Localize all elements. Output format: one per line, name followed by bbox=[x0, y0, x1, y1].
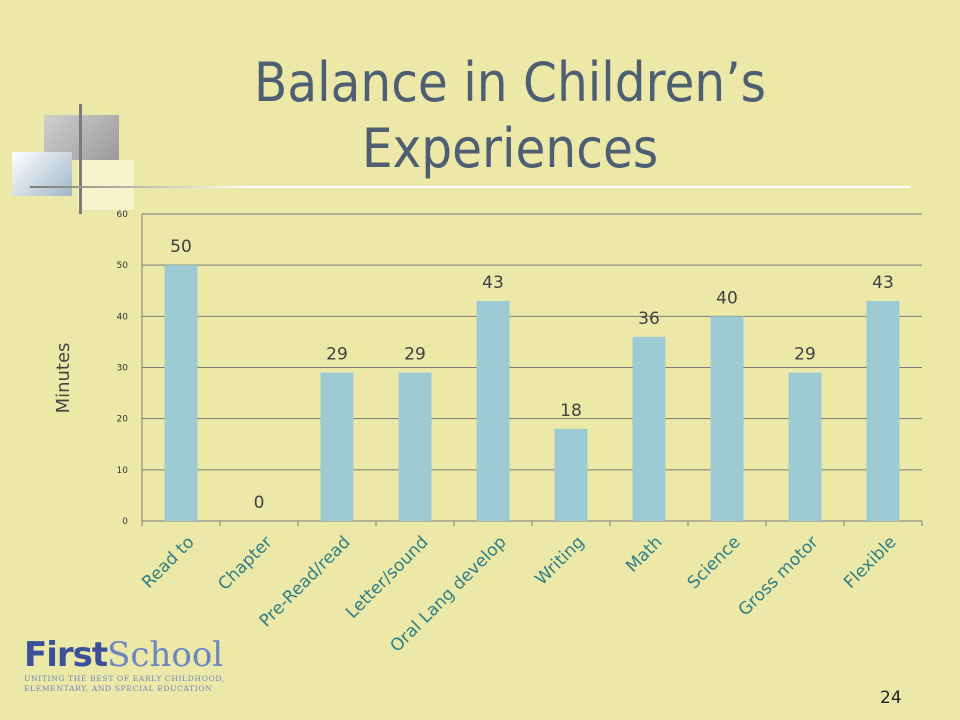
logo-school-text: School bbox=[107, 635, 224, 675]
data-label: 43 bbox=[872, 273, 894, 293]
page-number: 24 bbox=[880, 688, 902, 708]
bar bbox=[632, 336, 666, 521]
y-tick-label: 60 bbox=[117, 210, 129, 220]
bar bbox=[476, 300, 510, 521]
bar bbox=[554, 428, 588, 521]
bar bbox=[710, 316, 744, 521]
bar bbox=[788, 372, 822, 521]
y-tick-label: 30 bbox=[117, 364, 129, 374]
decorative-cream-square bbox=[78, 160, 134, 210]
y-tick-label: 10 bbox=[117, 466, 129, 476]
data-label: 29 bbox=[404, 345, 426, 365]
x-tick-label: Flexible bbox=[840, 532, 900, 592]
logo-first-text: First bbox=[24, 635, 108, 675]
y-tick-label: 40 bbox=[117, 312, 129, 322]
x-tick-label: Gross motor bbox=[735, 532, 823, 620]
decorative-vertical-line bbox=[79, 104, 82, 214]
decorative-blue-square bbox=[12, 152, 72, 196]
slide-title: Balance in Children’s Experiences bbox=[253, 51, 767, 180]
title-divider-line bbox=[30, 186, 910, 188]
bar bbox=[398, 372, 432, 521]
firstschool-logo: FirstSchool UNITING THE BEST OF EARLY CH… bbox=[24, 636, 264, 694]
data-label: 50 bbox=[170, 237, 192, 257]
y-tick-label: 0 bbox=[122, 517, 128, 527]
bar bbox=[320, 372, 354, 521]
bar bbox=[866, 300, 900, 521]
data-label: 18 bbox=[560, 401, 582, 421]
x-tick-label: Math bbox=[622, 532, 666, 576]
logo-tagline: UNITING THE BEST OF EARLY CHILDHOOD, ELE… bbox=[24, 674, 225, 693]
y-axis-label: Minutes bbox=[53, 343, 74, 414]
data-label: 40 bbox=[716, 288, 738, 308]
data-label: 0 bbox=[254, 493, 265, 513]
y-tick-label: 20 bbox=[117, 415, 129, 425]
x-tick-label: Writing bbox=[531, 532, 588, 589]
x-tick-label: Chapter bbox=[214, 532, 276, 594]
y-tick-label: 50 bbox=[117, 261, 129, 271]
data-label: 29 bbox=[794, 345, 816, 365]
data-label: 29 bbox=[326, 345, 348, 365]
bar bbox=[164, 265, 198, 521]
data-label: 43 bbox=[482, 273, 504, 293]
x-tick-label: Science bbox=[684, 532, 745, 593]
x-tick-label: Read to bbox=[138, 532, 198, 592]
data-label: 36 bbox=[638, 309, 660, 329]
